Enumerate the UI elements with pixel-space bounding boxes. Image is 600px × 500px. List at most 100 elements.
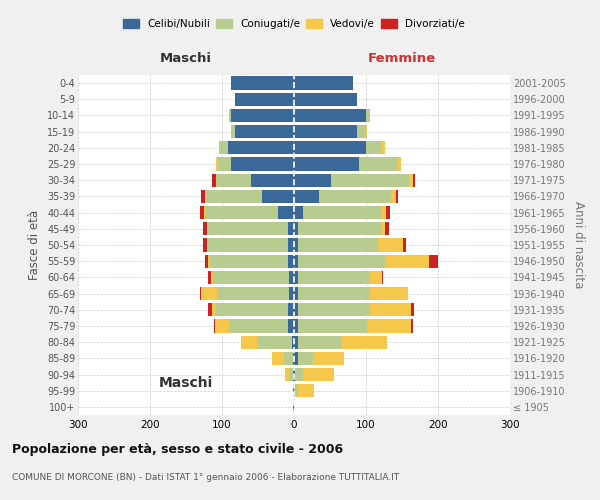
Legend: Celibi/Nubili, Coniugati/e, Vedovi/e, Divorziati/e: Celibi/Nubili, Coniugati/e, Vedovi/e, Di…	[123, 19, 465, 29]
Bar	[288, 238, 294, 252]
Bar	[215, 174, 216, 187]
Bar	[294, 92, 358, 106]
Bar	[408, 287, 409, 300]
Bar	[294, 384, 298, 398]
Bar	[331, 174, 409, 187]
Bar	[218, 158, 230, 170]
Bar	[288, 320, 294, 332]
Bar	[293, 384, 294, 398]
Bar	[293, 368, 294, 381]
Bar	[219, 141, 228, 154]
Bar	[208, 254, 211, 268]
Bar	[359, 158, 398, 170]
Bar	[216, 158, 218, 170]
Bar	[294, 158, 359, 170]
Bar	[386, 206, 390, 220]
Bar	[257, 336, 292, 349]
Bar	[235, 92, 294, 106]
Bar	[294, 76, 353, 90]
Bar	[212, 303, 216, 316]
Bar	[214, 320, 215, 332]
Bar	[230, 76, 294, 90]
Bar	[203, 222, 207, 235]
Bar	[298, 336, 342, 349]
Bar	[370, 303, 410, 316]
Bar	[398, 158, 401, 170]
Bar	[289, 270, 294, 284]
Bar	[294, 352, 298, 365]
Bar	[294, 222, 298, 235]
Bar	[313, 352, 344, 365]
Bar	[377, 238, 403, 252]
Bar	[298, 287, 370, 300]
Bar	[385, 254, 430, 268]
Text: COMUNE DI MORCONE (BN) - Dati ISTAT 1° gennaio 2006 - Elaborazione TUTTITALIA.IT: COMUNE DI MORCONE (BN) - Dati ISTAT 1° g…	[12, 472, 399, 482]
Bar	[200, 287, 201, 300]
Bar	[342, 336, 387, 349]
Bar	[288, 254, 294, 268]
Bar	[294, 368, 295, 381]
Bar	[208, 270, 211, 284]
Bar	[382, 141, 385, 154]
Bar	[358, 125, 366, 138]
Bar	[382, 206, 386, 220]
Bar	[215, 320, 229, 332]
Bar	[216, 174, 251, 187]
Bar	[214, 270, 289, 284]
Bar	[262, 190, 294, 203]
Bar	[289, 368, 293, 381]
Bar	[298, 303, 370, 316]
Bar	[288, 303, 294, 316]
Bar	[381, 222, 385, 235]
Bar	[211, 254, 288, 268]
Bar	[207, 222, 208, 235]
Bar	[278, 206, 294, 220]
Bar	[204, 206, 205, 220]
Bar	[211, 270, 214, 284]
Bar	[241, 336, 257, 349]
Bar	[251, 174, 294, 187]
Bar	[366, 141, 382, 154]
Bar	[230, 158, 294, 170]
Bar	[294, 238, 298, 252]
Bar	[391, 190, 395, 203]
Bar	[230, 109, 294, 122]
Bar	[410, 303, 414, 316]
Bar	[288, 222, 294, 235]
Bar	[229, 320, 288, 332]
Text: Maschi: Maschi	[160, 52, 212, 65]
Bar	[201, 190, 205, 203]
Bar	[294, 125, 358, 138]
Bar	[304, 368, 334, 381]
Bar	[413, 174, 415, 187]
Bar	[272, 352, 284, 365]
Bar	[294, 336, 298, 349]
Bar	[229, 109, 230, 122]
Bar	[228, 141, 294, 154]
Bar	[382, 270, 383, 284]
Bar	[319, 190, 391, 203]
Bar	[294, 190, 319, 203]
Bar	[294, 320, 298, 332]
Bar	[298, 352, 313, 365]
Bar	[293, 400, 294, 413]
Bar	[298, 222, 381, 235]
Bar	[294, 254, 298, 268]
Bar	[294, 141, 366, 154]
Bar	[284, 352, 293, 365]
Bar	[215, 158, 216, 170]
Text: Femmine: Femmine	[368, 52, 436, 65]
Bar	[366, 109, 370, 122]
Bar	[293, 352, 294, 365]
Bar	[212, 174, 215, 187]
Bar	[298, 384, 314, 398]
Bar	[294, 287, 298, 300]
Bar	[294, 174, 331, 187]
Y-axis label: Fasce di età: Fasce di età	[28, 210, 41, 280]
Bar	[366, 125, 367, 138]
Bar	[207, 238, 208, 252]
Bar	[205, 190, 262, 203]
Bar	[208, 303, 212, 316]
Bar	[201, 287, 217, 300]
Bar	[205, 206, 278, 220]
